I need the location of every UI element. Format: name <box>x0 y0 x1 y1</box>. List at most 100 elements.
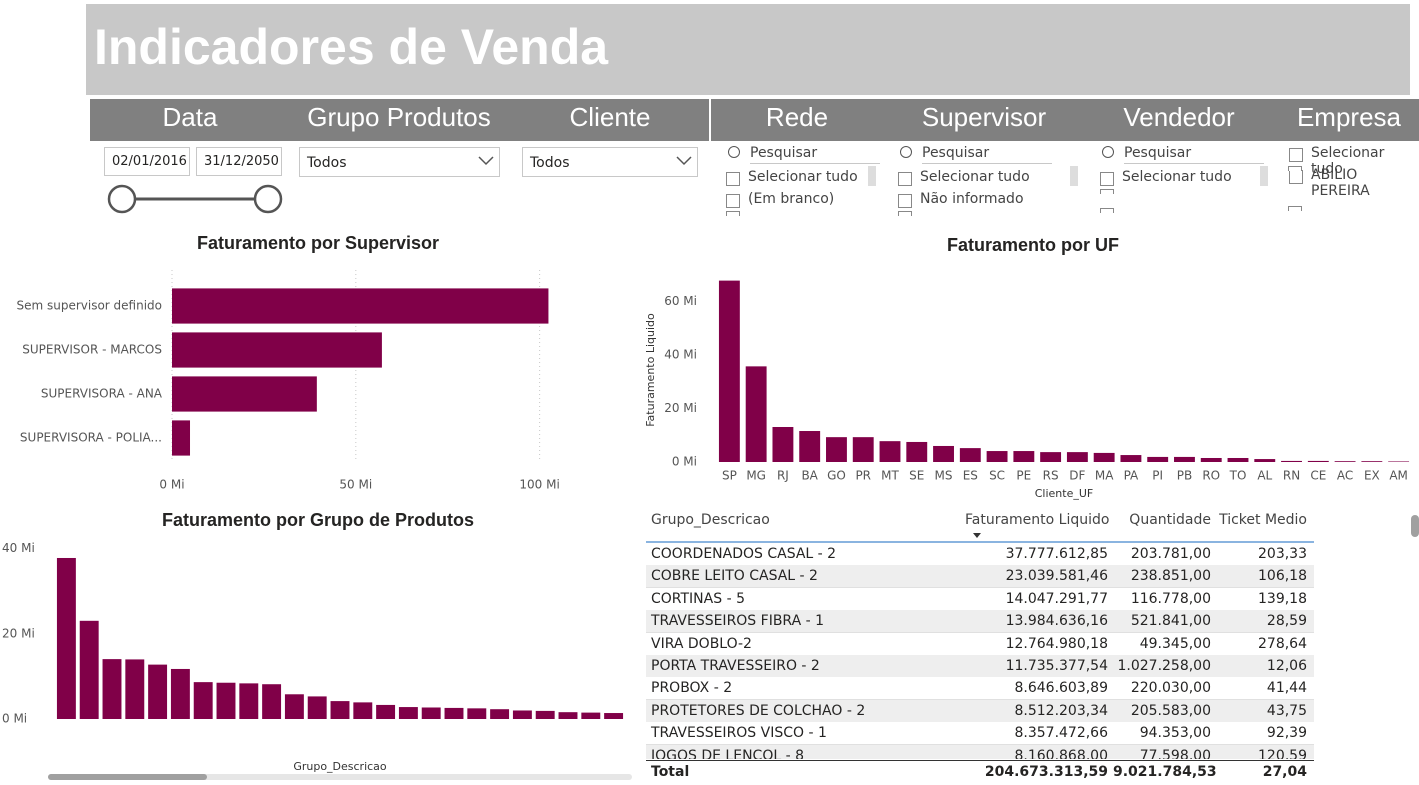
y-axis-label: Faturamento Liquido <box>644 313 657 427</box>
slicer-header-bar <box>90 99 1419 141</box>
scrollbar[interactable] <box>1411 515 1419 537</box>
x-tick-label: EX <box>1364 469 1380 483</box>
table-row: PORTA TRAVESSEIRO - 2 11.735.377,54 1.027.… <box>646 655 1314 678</box>
bar <box>79 620 99 719</box>
table: Grupo_Descricao Faturamento Liquido Quanti… <box>646 509 1314 759</box>
x-tick-label: AM <box>1389 469 1408 483</box>
table-cell: 77.598,00 <box>1139 747 1211 759</box>
table-cell: Total <box>651 764 690 780</box>
x-axis-label: Cliente_UF <box>1035 487 1094 500</box>
table-cell: VIRA DOBLO-2 <box>651 635 752 652</box>
table-row: PROBOX - 2 8.646.603,89 220.030,00 41,44 <box>646 677 1314 701</box>
x-tick-label: MA <box>1095 469 1114 483</box>
bar <box>906 441 928 462</box>
table-cell: 92,39 <box>1266 725 1307 742</box>
table-cell: 94.353,00 <box>1139 725 1211 742</box>
slicer-title: Grupo Produtos <box>307 102 491 132</box>
search-box[interactable]: Pesquisar <box>750 145 880 164</box>
slicer-item: Selecionar tudo <box>1122 169 1232 185</box>
dropdown-value: Todos <box>307 155 347 171</box>
date-end[interactable]: 31/12/2050 <box>196 147 282 176</box>
chart-title: Faturamento por UF <box>947 235 1119 255</box>
x-tick-label: RN <box>1283 469 1300 483</box>
checkbox[interactable] <box>1100 172 1114 186</box>
slicer-title: Cliente <box>569 102 651 132</box>
table-cell: JOGOS DE LENCOL - 8 <box>651 747 805 759</box>
checkbox[interactable] <box>1100 208 1114 213</box>
bar <box>1147 456 1169 462</box>
table-row: COBRE LEITO CASAL - 2 23.039.581,46 238.85… <box>646 565 1314 589</box>
search-box[interactable]: Pesquisar <box>922 145 1052 164</box>
table-cell: 139,18 <box>1258 590 1307 607</box>
table-cell: 8.160.868,00 <box>1014 747 1108 759</box>
table-total: Total 204.673.313,59 9.021.784,53 27,04 <box>646 760 1314 785</box>
x-tick-label: PB <box>1177 469 1192 483</box>
y-tick-label: 40 Mi <box>2 541 35 555</box>
bar <box>262 684 282 719</box>
y-tick-label: 0 Mi <box>672 455 697 469</box>
table-cell: PROTETORES DE COLCHAO - 2 <box>651 702 866 719</box>
x-tick-label: MS <box>935 469 953 483</box>
dropdown-value: Todos <box>530 155 570 171</box>
bar <box>239 683 259 719</box>
slicer-title: Rede <box>765 102 829 132</box>
x-tick-label: PI <box>1152 469 1163 483</box>
table-cell: 8.512.203,34 <box>1014 702 1108 719</box>
checkbox[interactable] <box>898 211 912 216</box>
date-start[interactable]: 02/01/2016 <box>104 147 190 176</box>
bar <box>512 710 532 719</box>
y-tick-label: 20 Mi <box>664 401 697 415</box>
table-cell: 13.984.636,16 <box>1005 613 1108 630</box>
bar <box>330 701 350 719</box>
checkbox[interactable] <box>898 172 912 186</box>
x-tick-label: 100 Mi <box>519 478 559 492</box>
title: Indicadores de Venda <box>94 19 609 75</box>
table-cell: 1.027.258,00 <box>1117 658 1211 674</box>
dropdown[interactable]: Todos <box>522 147 698 177</box>
checkbox[interactable] <box>1100 189 1114 194</box>
bar <box>1281 460 1302 462</box>
bar <box>558 712 578 719</box>
table-header: Grupo_Descricao Faturamento Liquido Quanti… <box>646 509 1314 543</box>
checkbox[interactable] <box>726 194 740 208</box>
checkbox[interactable] <box>1289 148 1303 162</box>
table-row: COORDENADOS CASAL - 2 37.777.612,85 203.78… <box>646 543 1314 566</box>
search-icon <box>728 146 740 158</box>
slicer-item: Não informado <box>920 191 1024 207</box>
y-tick-label: Sem supervisor definido <box>16 299 162 313</box>
slicer-title: Supervisor <box>921 102 1047 132</box>
search-box[interactable]: Pesquisar <box>1124 145 1264 164</box>
bar <box>216 682 236 719</box>
table-row: VIRA DOBLO-2 12.764.980,18 49.345,00 278,64 <box>646 632 1314 656</box>
x-tick-label: SC <box>989 469 1005 483</box>
title-bar: Indicadores de Venda <box>86 4 1410 95</box>
slicer-title: Vendedor <box>1123 102 1235 132</box>
checkbox[interactable] <box>726 211 740 216</box>
checkbox[interactable] <box>1288 166 1302 171</box>
bar <box>170 668 190 719</box>
table-cell: 116.778,00 <box>1130 590 1211 607</box>
checkbox[interactable] <box>1288 206 1302 211</box>
x-tick-label: RO <box>1202 469 1220 483</box>
bar <box>56 557 76 719</box>
x-tick-label: AL <box>1257 469 1272 483</box>
slicer-item: Selecionar tudo <box>1311 145 1385 177</box>
checkbox[interactable] <box>898 194 912 208</box>
slicer-title: Data <box>162 102 218 132</box>
x-tick-label: RJ <box>777 469 789 483</box>
date-slider[interactable] <box>100 182 290 218</box>
bar <box>1120 455 1142 462</box>
x-tick-label: SP <box>722 469 737 483</box>
dropdown[interactable]: Todos <box>299 147 500 177</box>
scrollbar-track <box>48 774 632 780</box>
scrollbar-thumb[interactable] <box>48 774 207 780</box>
table-cell: Ticket Medio <box>1219 512 1307 528</box>
table-cell: 49.345,00 <box>1139 635 1211 652</box>
separator <box>709 99 711 141</box>
table-cell: 8.646.603,89 <box>1014 680 1108 697</box>
bar <box>1254 459 1276 462</box>
checkbox[interactable] <box>726 172 740 186</box>
bar <box>444 707 464 719</box>
table-cell: COORDENADOS CASAL - 2 <box>651 546 837 562</box>
x-tick-label: DF <box>1069 469 1085 483</box>
